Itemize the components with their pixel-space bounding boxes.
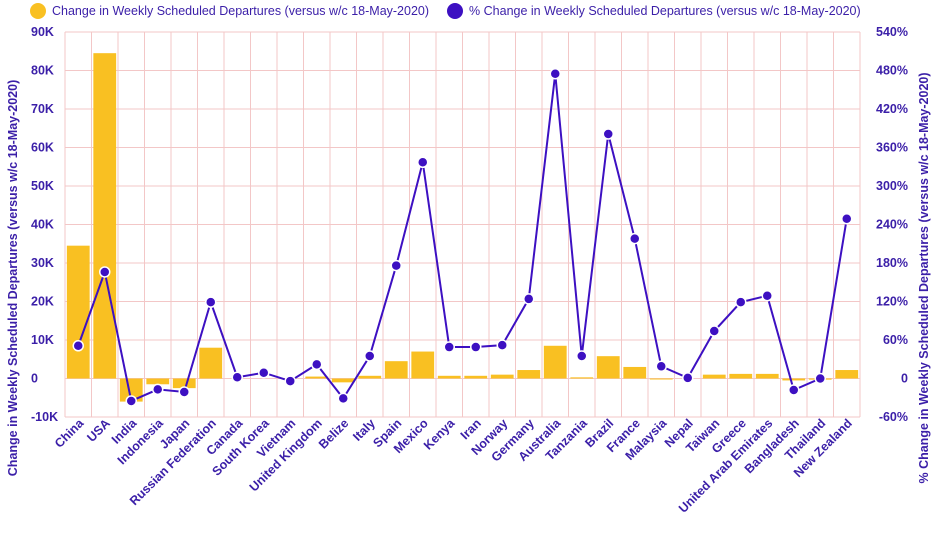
y-right-tick-label: 540% [876,25,908,39]
line-point [496,339,508,351]
line-point [231,371,243,383]
bar [570,377,594,379]
y-right-axis-title: % Change in Weekly Scheduled Departures … [917,72,931,483]
line-point [364,350,376,362]
legend-label-bars: Change in Weekly Scheduled Departures (v… [52,4,430,18]
y-left-tick-label: 30K [31,256,54,270]
legend-item-bars[interactable]: Change in Weekly Scheduled Departures (v… [30,3,429,19]
bar [384,361,408,379]
line-point [655,360,667,373]
legend: Change in Weekly Scheduled Departures (v… [30,3,879,19]
line-point [99,266,111,278]
y-right-tick-label: -60% [879,410,908,424]
bar [464,375,488,379]
line-point [417,156,429,169]
line-point [337,392,349,405]
y-left-tick-label: 60K [31,141,54,155]
bar [729,373,753,379]
bar [649,378,673,380]
y-left-tick-label: -10K [31,410,58,424]
line-point [72,340,84,352]
y-right-tick-label: 0 [901,372,908,386]
bar [437,375,461,379]
y-left-axis-title: Change in Weekly Scheduled Departures (v… [6,80,20,476]
bar [596,356,620,379]
bar [199,347,223,379]
bar [543,345,567,379]
line-point [735,296,747,308]
line-point [576,350,588,362]
y-right-tick-label: 240% [876,218,908,232]
bar [146,378,170,385]
x-tick-label: USA [84,416,113,445]
y-left-tick-label: 90K [31,25,54,39]
line-point [443,341,455,353]
line-point [125,395,137,407]
line-point [629,232,641,245]
line-point [284,375,296,387]
bar [119,378,143,402]
line-path [77,73,848,403]
line-point [602,128,614,140]
line-point [178,386,190,398]
y-left-tick-label: 70K [31,102,54,116]
x-tick-label: Kenya [421,415,458,452]
line-point [152,383,164,396]
bar [411,351,435,379]
y-right-tick-label: 360% [876,141,908,155]
line-point [205,296,217,308]
line-point [470,341,482,353]
line-point [682,372,694,384]
bar [623,366,647,379]
y-left-tick-label: 40K [31,218,54,232]
line-point [814,372,826,385]
bar [782,378,806,381]
bar [358,375,382,379]
y-right-tick-label: 300% [876,179,908,193]
bar [755,373,779,379]
bar [172,378,196,389]
line-point [258,366,270,379]
line-point [523,293,535,305]
legend-label-line: % Change in Weekly Scheduled Departures … [469,4,861,18]
line-point [549,67,561,80]
y-left-tick-label: 80K [31,64,54,78]
line-point [390,259,402,272]
y-right-tick-label: 420% [876,102,908,116]
line-point [841,212,853,225]
bar [305,376,329,379]
bar [490,374,514,379]
bar [93,53,117,379]
y-left-tick-label: 50K [31,179,54,193]
line-series [72,67,853,407]
legend-swatch-bars [30,3,46,19]
y-right-tick-label: 480% [876,64,908,78]
y-left-tick-label: 10K [31,333,54,347]
grid [64,31,861,418]
y-right-tick-label: 120% [876,295,908,309]
bar [66,245,90,379]
legend-item-line[interactable]: % Change in Weekly Scheduled Departures … [447,3,861,19]
line-point [761,289,773,302]
y-left-tick-label: 0 [31,372,38,386]
y-right-tick-label: 60% [883,333,908,347]
y-right-tick-label: 180% [876,256,908,270]
x-tick-label: Belize [316,416,351,451]
legend-swatch-line [447,3,464,19]
bar [835,370,859,379]
line-point [311,358,323,371]
bar [517,370,541,379]
line-point [788,384,800,396]
y-left-tick-label: 20K [31,295,54,309]
bar [331,378,355,383]
bar [702,374,726,379]
line-point [708,325,720,337]
